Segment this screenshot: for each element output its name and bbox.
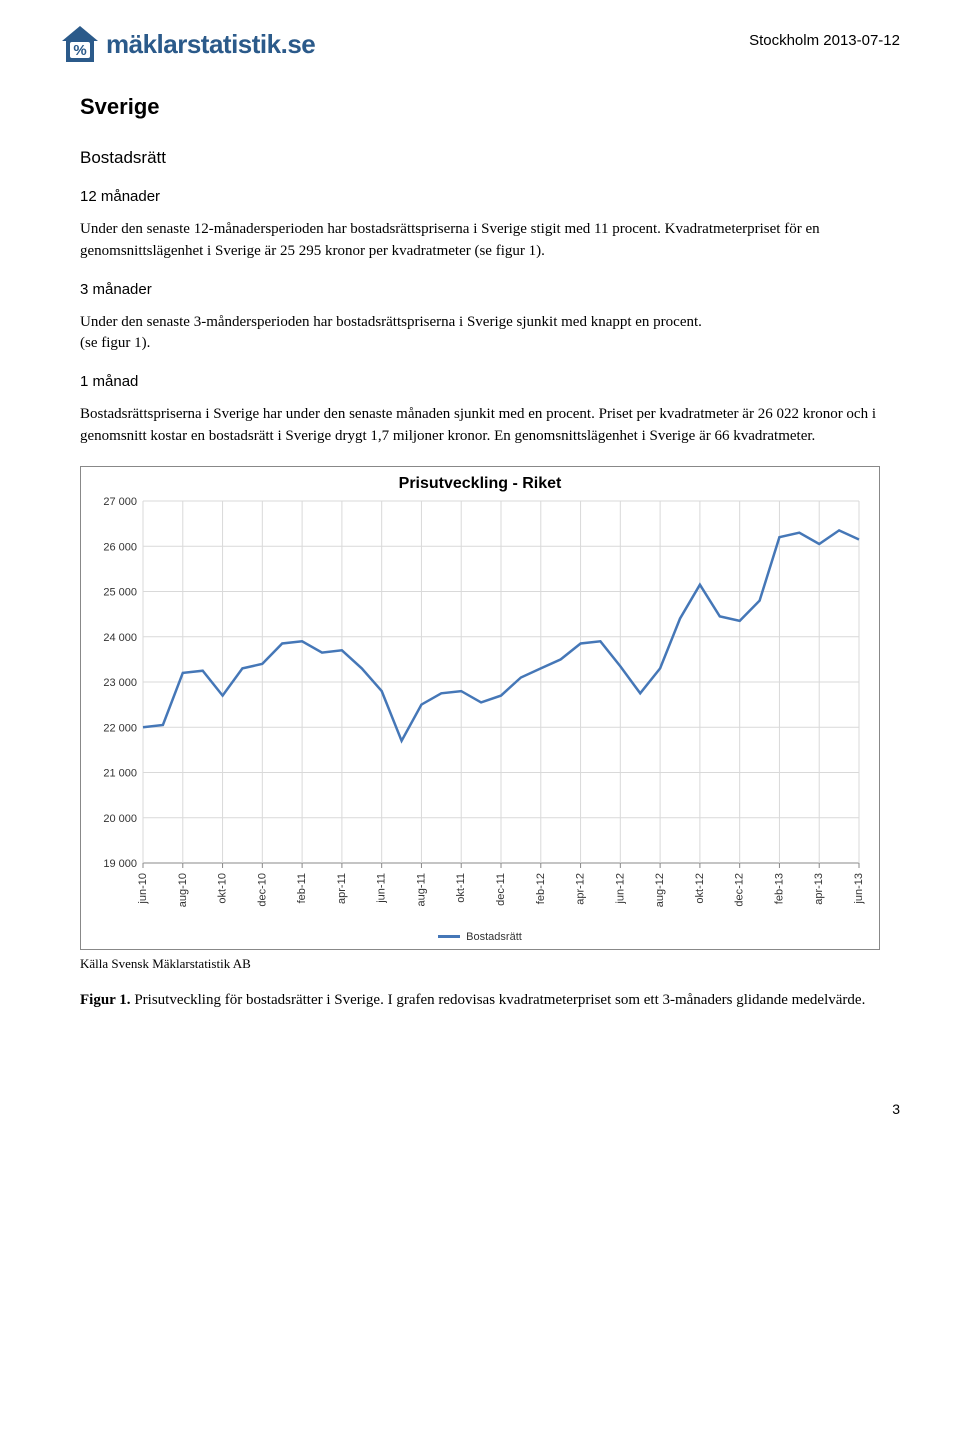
header-date: Stockholm 2013-07-12 bbox=[749, 32, 900, 49]
caption-strong: Figur 1. bbox=[80, 992, 131, 1008]
header: % mäklarstatistik.se Stockholm 2013-07-1… bbox=[60, 24, 900, 64]
logo-house-icon: % bbox=[60, 24, 100, 64]
subtitle: Bostadsrätt bbox=[80, 148, 880, 168]
chart-legend: Bostadsrätt bbox=[89, 925, 871, 943]
chart-title: Prisutveckling - Riket bbox=[89, 475, 871, 493]
svg-text:jun-12: jun-12 bbox=[614, 873, 626, 905]
logo: % mäklarstatistik.se bbox=[60, 24, 315, 64]
svg-text:%: % bbox=[73, 42, 86, 59]
legend-swatch bbox=[438, 935, 460, 938]
svg-text:jun-10: jun-10 bbox=[137, 873, 149, 905]
line-chart-svg: 19 000 20 000 21 000 22 000 23 000 24 000 25 0… bbox=[89, 495, 869, 925]
page-number: 3 bbox=[60, 1101, 900, 1117]
legend-label: Bostadsrätt bbox=[466, 931, 522, 943]
svg-text:jun-11: jun-11 bbox=[376, 873, 388, 904]
svg-text:24 000: 24 000 bbox=[103, 631, 137, 643]
svg-text:apr-13: apr-13 bbox=[813, 873, 825, 905]
svg-text:19 000: 19 000 bbox=[103, 858, 137, 870]
body-1m: Bostadsrättspriserna i Sverige har under… bbox=[80, 404, 880, 448]
svg-text:feb-11: feb-11 bbox=[296, 873, 308, 903]
main-content: Sverige Bostadsrätt 12 månader Under den… bbox=[60, 94, 900, 1011]
svg-text:jun-13: jun-13 bbox=[853, 873, 865, 905]
svg-text:23 000: 23 000 bbox=[103, 677, 137, 689]
svg-text:aug-12: aug-12 bbox=[654, 873, 666, 907]
logo-text: mäklarstatistik.se bbox=[106, 29, 315, 60]
caption-rest: Prisutveckling för bostadsrätter i Sveri… bbox=[131, 992, 866, 1008]
svg-text:20 000: 20 000 bbox=[103, 812, 137, 824]
body-12m: Under den senaste 12-månadersperioden ha… bbox=[80, 219, 880, 263]
svg-text:aug-10: aug-10 bbox=[177, 873, 189, 907]
chart-source: Källa Svensk Mäklarstatistik AB bbox=[80, 956, 880, 972]
svg-text:feb-13: feb-13 bbox=[773, 873, 785, 904]
heading-3m: 3 månader bbox=[80, 281, 880, 298]
heading-12m: 12 månader bbox=[80, 188, 880, 205]
body-3m: Under den senaste 3-måndersperioden har … bbox=[80, 312, 880, 356]
figure-caption: Figur 1. Prisutveckling för bostadsrätte… bbox=[80, 990, 880, 1012]
svg-text:aug-11: aug-11 bbox=[415, 873, 427, 906]
svg-text:okt-11: okt-11 bbox=[455, 873, 467, 903]
svg-text:okt-12: okt-12 bbox=[694, 873, 706, 904]
svg-text:okt-10: okt-10 bbox=[217, 873, 229, 904]
chart: Prisutveckling - Riket 19 000 20 000 21 00… bbox=[80, 466, 880, 950]
svg-text:25 000: 25 000 bbox=[103, 586, 137, 598]
svg-text:feb-12: feb-12 bbox=[535, 873, 547, 904]
svg-text:kr/kvm: kr/kvm bbox=[105, 495, 137, 498]
svg-text:apr-11: apr-11 bbox=[336, 873, 348, 904]
svg-text:26 000: 26 000 bbox=[103, 541, 137, 553]
svg-text:dec-12: dec-12 bbox=[734, 873, 746, 907]
svg-text:22 000: 22 000 bbox=[103, 722, 137, 734]
svg-text:dec-10: dec-10 bbox=[256, 873, 268, 907]
svg-text:dec-11: dec-11 bbox=[495, 873, 507, 906]
page-title: Sverige bbox=[80, 94, 880, 120]
svg-text:21 000: 21 000 bbox=[103, 767, 137, 779]
svg-text:apr-12: apr-12 bbox=[575, 873, 587, 905]
heading-1m: 1 månad bbox=[80, 373, 880, 390]
